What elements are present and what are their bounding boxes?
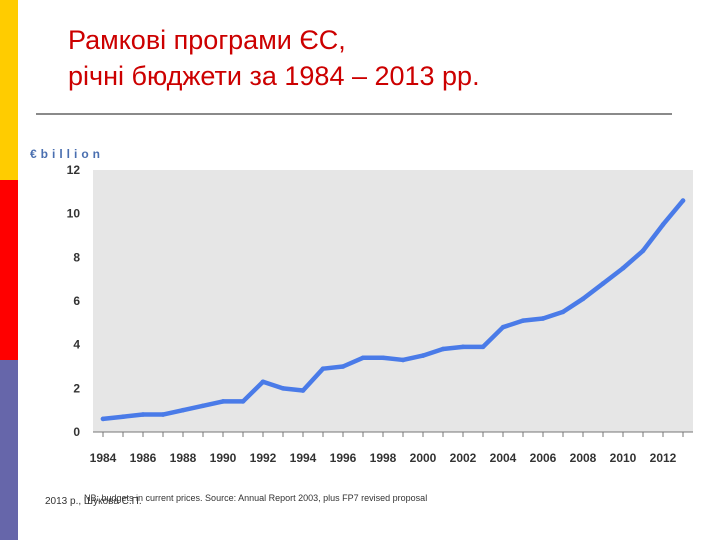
data-point	[320, 366, 326, 371]
x-tick-label: 2008	[570, 451, 597, 465]
data-point	[180, 407, 186, 413]
x-tick-label: 1992	[250, 451, 277, 465]
data-point	[660, 222, 666, 227]
y-tick-label: 10	[67, 207, 81, 221]
x-tick-label: 1990	[210, 451, 237, 465]
x-tick-label: 1988	[170, 451, 197, 465]
x-tick-label: 2000	[410, 451, 437, 465]
y-tick-label: 2	[73, 381, 80, 395]
data-point	[460, 344, 466, 350]
data-point	[140, 412, 146, 417]
accent-bar-yellow	[0, 0, 18, 180]
y-tick-label: 4	[73, 338, 80, 352]
title-divider	[36, 113, 672, 115]
y-tick-label: 12	[67, 163, 81, 177]
x-tick-label: 1998	[370, 451, 397, 465]
y-tick-label: 0	[73, 425, 80, 439]
data-point	[500, 324, 506, 330]
x-tick-label: 2012	[650, 451, 677, 465]
data-point	[580, 296, 586, 302]
data-point	[480, 344, 486, 350]
data-point	[120, 414, 126, 420]
y-tick-label: 6	[73, 294, 80, 308]
data-point	[420, 353, 426, 358]
x-tick-label: 2002	[450, 451, 477, 465]
series-line-budget	[100, 198, 686, 422]
y-axis-unit-label: €billion	[30, 147, 104, 161]
x-tick-label: 2010	[610, 451, 637, 465]
data-point	[300, 388, 306, 393]
x-tick-label: 2006	[530, 451, 557, 465]
x-tick-label: 2004	[490, 451, 517, 465]
data-point	[620, 265, 626, 271]
data-point	[520, 318, 526, 323]
author-credit: 2013 р., Шукова С.П.	[45, 496, 142, 507]
data-point	[400, 357, 406, 363]
data-point	[440, 346, 446, 352]
slide-title: Рамкові програми ЄС, річні бюджети за 19…	[68, 22, 480, 94]
x-tick-label: 1984	[90, 451, 117, 465]
data-point	[160, 412, 166, 417]
data-point	[540, 316, 546, 321]
data-point	[380, 355, 386, 361]
data-point	[100, 416, 106, 422]
data-point	[640, 248, 646, 254]
data-point	[260, 379, 266, 385]
source-footnote: NB: budgets in current prices. Source: A…	[84, 493, 428, 503]
data-point	[340, 364, 346, 369]
data-point	[680, 198, 686, 203]
x-tick-label: 1996	[330, 451, 357, 465]
x-tick-label: 1986	[130, 451, 157, 465]
accent-bar-red	[0, 180, 18, 360]
data-point	[560, 309, 566, 315]
slide-title-line-1: Рамкові програми ЄС,	[68, 25, 346, 55]
y-tick-label: 8	[73, 250, 80, 264]
plot-area	[93, 170, 693, 432]
slide-title-line-2: річні бюджети за 1984 – 2013 рр.	[68, 61, 480, 91]
data-point	[200, 403, 206, 409]
data-point	[360, 355, 366, 361]
x-tick-label: 1994	[290, 451, 317, 465]
accent-bar-blue	[0, 360, 18, 540]
data-point	[280, 386, 286, 391]
data-point	[240, 399, 246, 404]
data-point	[600, 281, 606, 286]
data-point	[220, 399, 226, 404]
